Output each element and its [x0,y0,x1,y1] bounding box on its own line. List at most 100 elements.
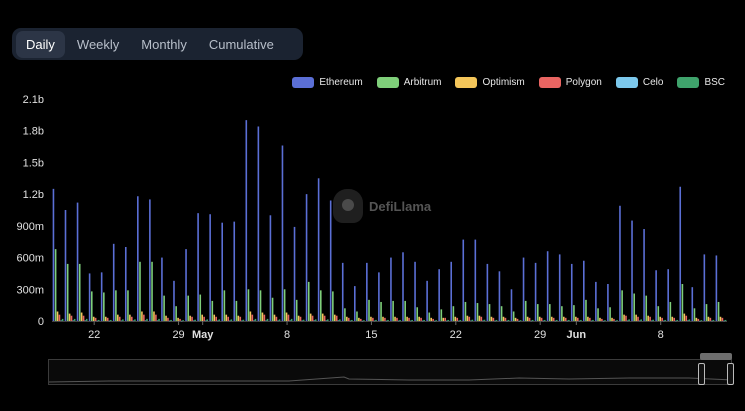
bar-celo[interactable] [229,320,231,322]
bar-polygon[interactable] [130,316,133,321]
bar-polygon[interactable] [564,317,567,321]
bar-arbitrum[interactable] [127,290,129,321]
bar-bsc[interactable] [712,319,715,321]
bar-bsc[interactable] [85,318,88,321]
bar-ethereum[interactable] [607,284,609,321]
bar-polygon[interactable] [335,315,338,321]
bar-optimism[interactable] [165,315,167,321]
bar-ethereum[interactable] [715,255,718,321]
bar-celo[interactable] [144,320,147,321]
bar-bsc[interactable] [122,319,124,321]
legend-item-bsc[interactable]: BSC [677,77,725,88]
bar-bsc[interactable] [230,319,233,321]
bar-bsc[interactable] [568,319,570,321]
bar-bsc[interactable] [543,319,546,321]
bar-bsc[interactable] [483,319,486,321]
bar-bsc[interactable] [326,319,329,321]
bar-celo[interactable] [349,320,352,322]
bar-celo[interactable] [494,320,496,322]
bar-polygon[interactable] [203,316,205,321]
bar-celo[interactable] [687,320,689,321]
bar-celo[interactable] [361,320,364,322]
bar-polygon[interactable] [540,317,543,321]
bar-bsc[interactable] [351,319,353,321]
bar-optimism[interactable] [575,316,577,321]
bar-bsc[interactable] [266,318,269,321]
bar-ethereum[interactable] [245,120,248,321]
bar-ethereum[interactable] [570,263,573,321]
bar-celo[interactable] [313,320,316,321]
bar-bsc[interactable] [423,319,426,321]
bar-bsc[interactable] [218,319,221,321]
bar-arbitrum[interactable] [319,290,322,321]
bar-polygon[interactable] [709,317,712,321]
bar-celo[interactable] [241,320,243,322]
bar-bsc[interactable] [471,319,474,321]
bar-optimism[interactable] [695,317,698,321]
bar-bsc[interactable] [170,319,172,321]
bar-arbitrum[interactable] [452,306,455,321]
bar-celo[interactable] [409,320,412,322]
bar-optimism[interactable] [80,312,83,321]
bar-polygon[interactable] [106,317,109,321]
bar-ethereum[interactable] [173,280,175,321]
bar-optimism[interactable] [719,316,722,321]
bar-polygon[interactable] [143,314,145,321]
bar-arbitrum[interactable] [54,249,57,321]
bar-celo[interactable] [626,320,629,322]
bar-ethereum[interactable] [52,188,55,321]
bar-polygon[interactable] [118,316,121,321]
bar-ethereum[interactable] [703,254,706,321]
bar-polygon[interactable] [673,317,676,321]
bar-polygon[interactable] [613,318,615,321]
bar-arbitrum[interactable] [235,300,238,321]
bar-optimism[interactable] [623,314,625,321]
bar-celo[interactable] [325,320,328,321]
bar-bsc[interactable] [556,319,558,321]
bar-celo[interactable] [156,320,159,321]
bar-arbitrum[interactable] [392,300,394,321]
bar-optimism[interactable] [56,311,59,321]
bar-bsc[interactable] [495,319,498,321]
bar-celo[interactable] [434,320,436,322]
bar-polygon[interactable] [492,317,495,321]
bar-optimism[interactable] [394,316,396,321]
bar-ethereum[interactable] [209,214,211,321]
bar-ethereum[interactable] [353,286,356,321]
bar-optimism[interactable] [297,315,300,321]
bar-polygon[interactable] [468,316,471,321]
bar-celo[interactable] [337,320,340,321]
bar-arbitrum[interactable] [139,261,141,321]
bar-polygon[interactable] [227,316,230,321]
bar-bsc[interactable] [242,319,245,321]
bar-ethereum[interactable] [257,126,260,322]
zoom-handle-left[interactable] [698,363,705,385]
bar-optimism[interactable] [562,316,565,321]
bar-polygon[interactable] [179,318,181,321]
bar-optimism[interactable] [683,313,686,321]
bar-bsc[interactable] [700,320,703,321]
bar-polygon[interactable] [649,316,651,321]
bar-bsc[interactable] [206,319,209,321]
legend-item-optimism[interactable]: Optimism [455,77,525,88]
tab-weekly[interactable]: Weekly [76,36,120,52]
bar-arbitrum[interactable] [717,301,720,321]
bar-optimism[interactable] [68,313,71,321]
legend-item-arbitrum[interactable]: Arbitrum [376,77,441,88]
bar-optimism[interactable] [659,316,662,321]
bar-polygon[interactable] [311,315,314,321]
bar-bsc[interactable] [507,319,510,321]
bar-celo[interactable] [723,320,725,322]
bar-arbitrum[interactable] [380,301,382,321]
bar-optimism[interactable] [550,316,553,321]
bar-optimism[interactable] [442,317,445,321]
bar-polygon[interactable] [697,318,700,321]
bar-ethereum[interactable] [462,239,465,321]
bar-optimism[interactable] [309,313,312,321]
bar-polygon[interactable] [420,317,422,321]
bar-celo[interactable] [675,320,677,322]
bar-ethereum[interactable] [305,194,308,321]
bar-ethereum[interactable] [558,254,561,321]
bar-bsc[interactable] [375,319,377,321]
bar-bsc[interactable] [531,319,534,321]
